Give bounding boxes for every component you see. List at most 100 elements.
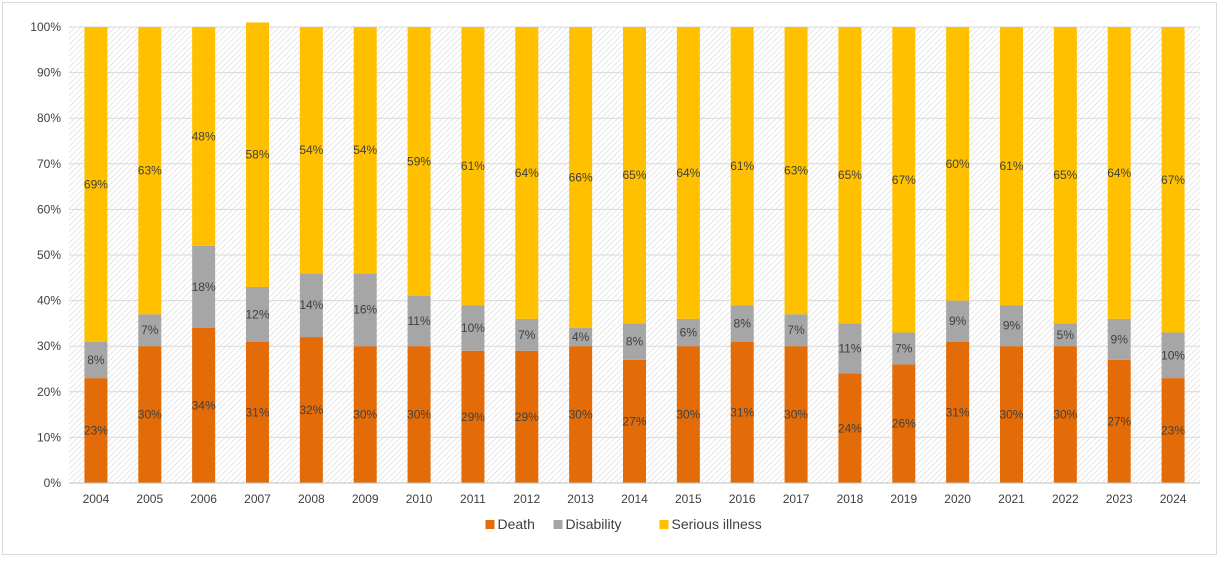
- data-labels: 23% 8% 69% 30% 7% 63% 34% 18% 48% 31% 12% 58% 32% 14%…: [84, 129, 1185, 437]
- x-tick-label: 2005: [136, 492, 163, 506]
- bar-serious-illness: [515, 27, 539, 319]
- data-label: 8%: [626, 335, 644, 349]
- bar-death: [407, 346, 431, 483]
- data-label: 32%: [299, 403, 323, 417]
- bar-disability: [946, 300, 970, 342]
- bar-serious-illness: [84, 27, 108, 342]
- bar-disability: [1107, 318, 1131, 360]
- data-label: 30%: [138, 408, 162, 422]
- data-label: 64%: [1107, 166, 1131, 180]
- data-label: 7%: [787, 323, 805, 337]
- x-tick-label: 2015: [675, 492, 702, 506]
- bar-death: [1000, 346, 1023, 483]
- data-label: 59%: [407, 155, 431, 169]
- x-tick-label: 2019: [890, 492, 917, 506]
- bar-serious-illness: [676, 27, 700, 319]
- bar-serious-illness: [407, 27, 431, 297]
- bar-serious-illness: [1107, 27, 1131, 319]
- bar-serious-illness: [299, 27, 323, 274]
- bar-disability: [569, 327, 593, 347]
- data-label: 58%: [245, 148, 269, 162]
- data-label: 10%: [461, 321, 485, 335]
- data-label: 54%: [299, 143, 323, 157]
- bar-disability: [1161, 332, 1185, 379]
- bar-death: [784, 346, 808, 483]
- bar-disability: [838, 323, 862, 374]
- y-axis: 0% 10% 20% 30% 40% 50% 60% 70% 80% 90% 100%: [30, 20, 61, 490]
- data-label: 8%: [87, 353, 105, 367]
- y-tick-label: 60%: [37, 202, 61, 216]
- bar-death: [84, 378, 108, 483]
- bar-death: [569, 346, 593, 483]
- bar-death: [838, 373, 862, 483]
- bar-death: [246, 341, 269, 483]
- bar-serious-illness: [246, 22, 269, 287]
- data-label: 23%: [84, 424, 108, 438]
- data-label: 61%: [461, 159, 485, 173]
- bar-disability: [461, 305, 485, 351]
- y-tick-label: 0%: [44, 476, 62, 490]
- bar-death: [1053, 346, 1077, 483]
- bar-serious-illness: [1053, 27, 1077, 324]
- data-label: 67%: [1161, 173, 1185, 187]
- data-label: 61%: [730, 159, 754, 173]
- x-tick-label: 2008: [298, 492, 325, 506]
- bar-death: [676, 346, 700, 483]
- data-label: 63%: [138, 164, 162, 178]
- data-label: 5%: [1057, 328, 1075, 342]
- data-label: 26%: [892, 417, 916, 431]
- bar-disability: [1053, 323, 1077, 347]
- bar-disability: [407, 296, 431, 347]
- data-label: 69%: [84, 177, 108, 191]
- bar-serious-illness: [730, 27, 754, 306]
- data-label: 31%: [245, 405, 269, 419]
- bar-serious-illness: [784, 27, 808, 315]
- stacked-percent-bar-chart: 0% 10% 20% 30% 40% 50% 60% 70% 80% 90% 100% 23% 8% 6…: [30, 20, 1200, 532]
- y-tick-label: 70%: [37, 157, 61, 171]
- bar-disability: [246, 286, 269, 342]
- data-label: 9%: [1003, 319, 1021, 333]
- data-label: 61%: [999, 159, 1023, 173]
- data-label: 34%: [192, 398, 216, 412]
- x-tick-label: 2020: [944, 492, 971, 506]
- data-label: 29%: [461, 410, 485, 424]
- data-label: 14%: [299, 298, 323, 312]
- data-label: 24%: [838, 421, 862, 435]
- y-tick-label: 30%: [37, 339, 61, 353]
- bar-disability: [676, 318, 700, 347]
- data-label: 18%: [192, 280, 216, 294]
- data-label: 6%: [680, 326, 698, 340]
- x-tick-label: 2011: [460, 492, 486, 506]
- bar-death: [192, 327, 216, 483]
- bar-death: [730, 341, 754, 483]
- bar-disability: [84, 341, 108, 379]
- x-tick-label: 2017: [783, 492, 810, 506]
- bar-serious-illness: [1161, 27, 1185, 333]
- bar-disability: [515, 318, 539, 351]
- y-tick-label: 20%: [37, 385, 61, 399]
- y-tick-label: 10%: [37, 430, 61, 444]
- bar-death: [892, 364, 916, 483]
- bar-disability: [192, 245, 216, 328]
- data-label: 66%: [569, 170, 593, 184]
- bars: [84, 22, 1185, 483]
- bar-death: [1161, 378, 1185, 483]
- x-tick-label: 2004: [83, 492, 110, 506]
- x-tick-label: 2023: [1106, 492, 1133, 506]
- data-label: 11%: [838, 341, 861, 355]
- bar-disability: [1000, 305, 1023, 347]
- bar-death: [138, 346, 162, 483]
- data-label: 31%: [730, 405, 754, 419]
- bar-serious-illness: [838, 27, 862, 324]
- bar-serious-illness: [461, 27, 485, 306]
- bar-disability: [353, 273, 377, 347]
- data-label: 60%: [946, 157, 970, 171]
- bar-disability: [730, 305, 754, 342]
- legend-swatch: [659, 520, 669, 529]
- data-label: 29%: [515, 410, 539, 424]
- bar-disability: [138, 314, 162, 347]
- bar-disability: [784, 314, 808, 347]
- x-tick-label: 2018: [837, 492, 864, 506]
- bar-serious-illness: [946, 27, 970, 301]
